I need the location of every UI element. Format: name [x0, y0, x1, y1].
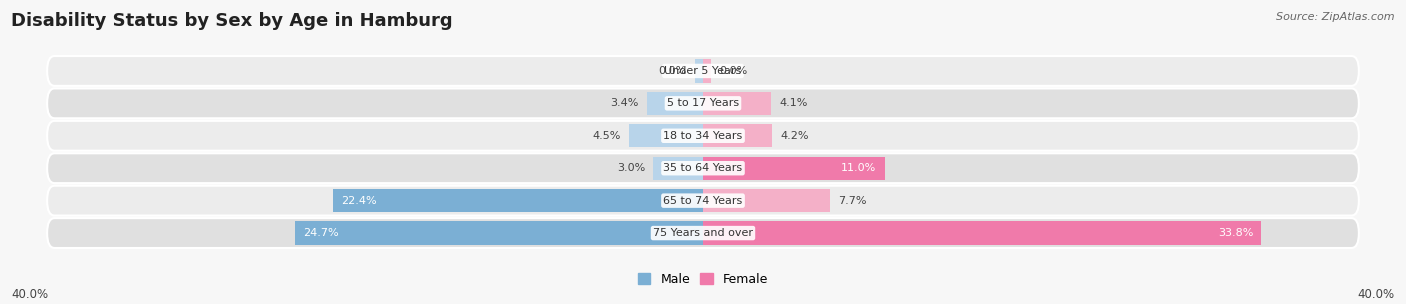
Text: 75 Years and over: 75 Years and over	[652, 228, 754, 238]
Bar	[703, 189, 830, 212]
Text: 11.0%: 11.0%	[841, 163, 876, 173]
Text: 5 to 17 Years: 5 to 17 Years	[666, 98, 740, 108]
Text: 18 to 34 Years: 18 to 34 Years	[664, 131, 742, 141]
Bar	[703, 124, 772, 147]
Bar	[333, 189, 703, 212]
Text: 4.1%: 4.1%	[779, 98, 807, 108]
Text: 40.0%: 40.0%	[11, 288, 48, 301]
Text: 3.4%: 3.4%	[610, 98, 638, 108]
Text: 4.5%: 4.5%	[592, 131, 620, 141]
Text: Under 5 Years: Under 5 Years	[665, 66, 741, 76]
Legend: Male, Female: Male, Female	[638, 273, 768, 286]
FancyBboxPatch shape	[48, 186, 1358, 216]
Bar	[703, 221, 1261, 245]
Bar	[628, 124, 703, 147]
Bar	[695, 59, 703, 83]
Text: 40.0%: 40.0%	[1358, 288, 1395, 301]
FancyBboxPatch shape	[48, 153, 1358, 183]
Text: 0.0%: 0.0%	[658, 66, 686, 76]
Text: 35 to 64 Years: 35 to 64 Years	[664, 163, 742, 173]
FancyBboxPatch shape	[48, 88, 1358, 118]
FancyBboxPatch shape	[48, 121, 1358, 151]
Text: Disability Status by Sex by Age in Hamburg: Disability Status by Sex by Age in Hambu…	[11, 12, 453, 30]
Text: 65 to 74 Years: 65 to 74 Years	[664, 196, 742, 206]
Bar	[703, 157, 884, 180]
Text: Source: ZipAtlas.com: Source: ZipAtlas.com	[1277, 12, 1395, 22]
Bar	[703, 92, 770, 115]
Text: 33.8%: 33.8%	[1218, 228, 1253, 238]
Bar	[647, 92, 703, 115]
Text: 0.0%: 0.0%	[720, 66, 748, 76]
Text: 22.4%: 22.4%	[342, 196, 377, 206]
Bar	[703, 59, 711, 83]
Bar	[295, 221, 703, 245]
Bar	[654, 157, 703, 180]
Text: 3.0%: 3.0%	[617, 163, 645, 173]
Text: 4.2%: 4.2%	[780, 131, 808, 141]
Text: 7.7%: 7.7%	[838, 196, 868, 206]
FancyBboxPatch shape	[48, 218, 1358, 248]
Text: 24.7%: 24.7%	[304, 228, 339, 238]
FancyBboxPatch shape	[48, 56, 1358, 86]
